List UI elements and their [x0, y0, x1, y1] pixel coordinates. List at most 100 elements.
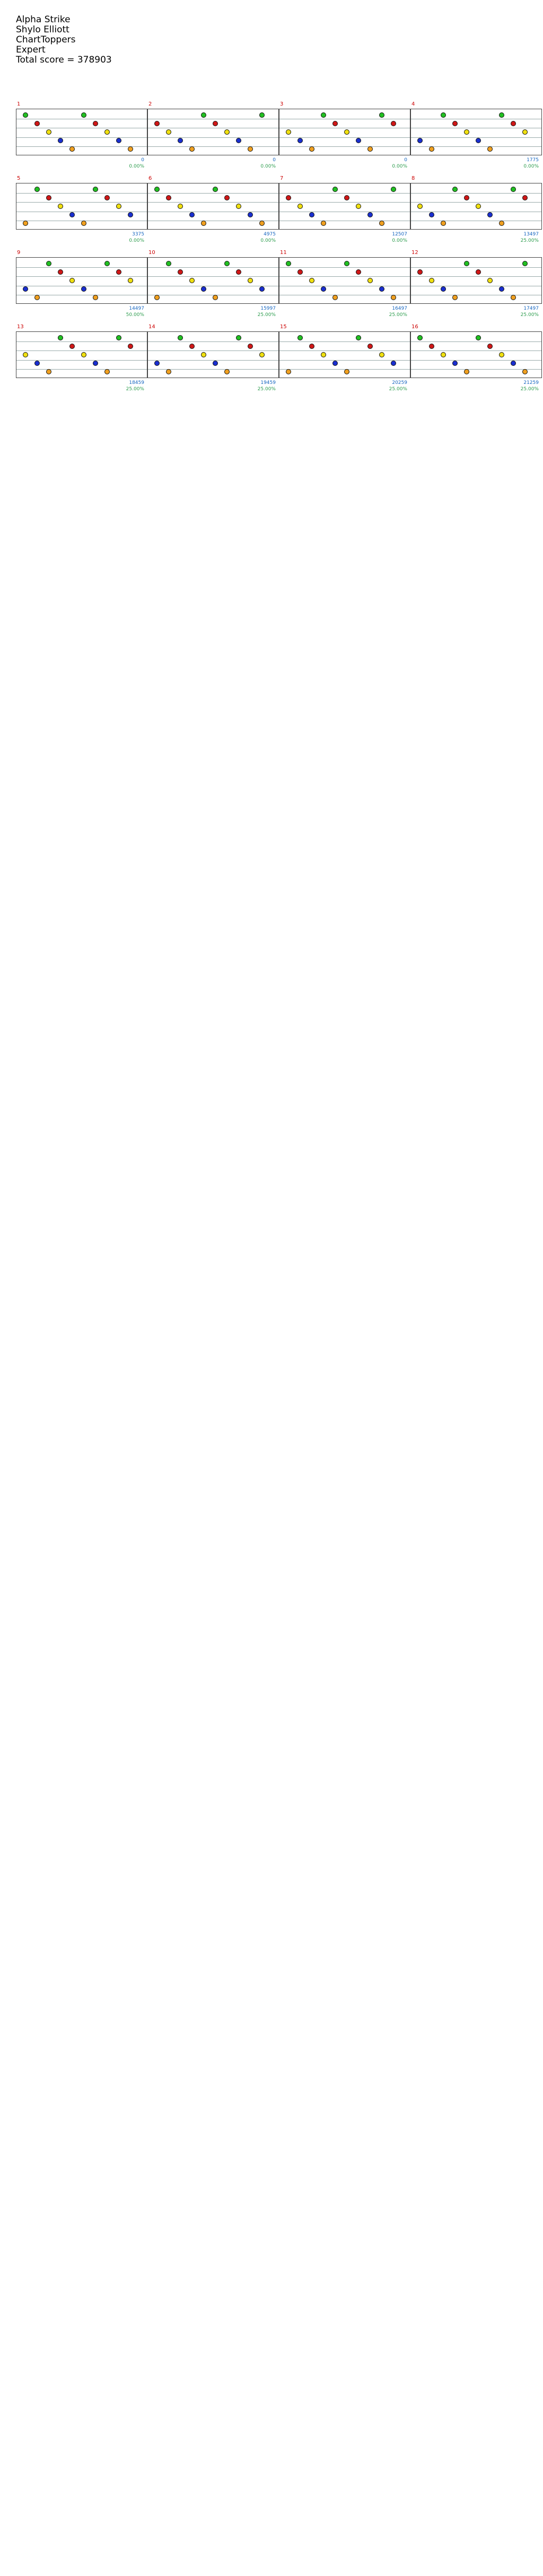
note — [344, 261, 349, 266]
note — [248, 212, 253, 217]
measure-percent: 25.00% — [257, 312, 276, 318]
measure-percent: 25.00% — [389, 387, 407, 392]
note — [476, 204, 481, 209]
measure — [279, 109, 410, 155]
note — [297, 138, 303, 143]
measure-percent: 25.00% — [520, 387, 539, 392]
note — [452, 187, 458, 192]
note — [259, 221, 265, 226]
note — [46, 195, 51, 200]
note — [166, 129, 171, 135]
note — [286, 129, 291, 135]
note — [81, 286, 86, 292]
note — [487, 344, 493, 349]
note — [23, 352, 28, 357]
note — [452, 295, 458, 300]
note — [499, 286, 504, 292]
measure-percent: 25.00% — [389, 312, 407, 318]
note — [511, 121, 516, 126]
note — [511, 295, 516, 300]
note — [332, 295, 338, 300]
note — [224, 195, 230, 200]
note — [104, 129, 110, 135]
note — [321, 286, 326, 292]
staff-line — [16, 146, 147, 147]
note — [476, 269, 481, 275]
note — [367, 278, 373, 283]
measure-score: 21259 — [523, 380, 539, 385]
note — [116, 138, 121, 143]
note — [166, 261, 171, 266]
note — [321, 221, 326, 226]
measure-percent: 0.00% — [260, 164, 276, 169]
note — [417, 204, 423, 209]
note — [104, 195, 110, 200]
note — [81, 112, 86, 118]
note — [58, 138, 63, 143]
note — [356, 204, 361, 209]
note — [487, 212, 493, 217]
note — [391, 361, 396, 366]
measure-percent: 0.00% — [392, 238, 407, 243]
note — [201, 286, 206, 292]
measure-percent: 25.00% — [126, 387, 144, 392]
note — [224, 129, 230, 135]
measure — [16, 183, 147, 230]
staff-line — [148, 146, 278, 147]
note — [344, 369, 349, 374]
measure-percent: 0.00% — [260, 238, 276, 243]
note — [417, 269, 423, 275]
measure — [16, 331, 147, 378]
measure-number: 9 — [17, 250, 21, 256]
note — [128, 146, 133, 152]
note — [499, 352, 504, 357]
measure — [147, 257, 279, 304]
note — [69, 278, 75, 283]
note — [391, 295, 396, 300]
note — [367, 344, 373, 349]
measure-score: 16497 — [392, 306, 407, 311]
measure-number: 12 — [411, 250, 418, 256]
total-score: Total score = 378903 — [16, 55, 112, 65]
staff-line — [411, 202, 541, 203]
staff-line — [411, 146, 541, 147]
note — [58, 269, 63, 275]
note — [93, 361, 98, 366]
note — [34, 121, 40, 126]
note — [128, 344, 133, 349]
note — [189, 278, 195, 283]
staff-line — [16, 267, 147, 268]
staff-line — [279, 192, 410, 194]
measure-number: 4 — [411, 101, 415, 107]
note — [379, 286, 384, 292]
measure — [16, 109, 147, 155]
note — [69, 146, 75, 152]
note — [429, 146, 434, 152]
note — [476, 138, 481, 143]
note — [248, 278, 253, 283]
measure — [410, 257, 542, 304]
note — [297, 204, 303, 209]
note — [58, 335, 63, 340]
note — [166, 369, 171, 374]
note — [487, 278, 493, 283]
measure — [410, 109, 542, 155]
note — [23, 221, 28, 226]
note — [429, 278, 434, 283]
measure-percent: 50.00% — [126, 312, 144, 318]
measure-percent: 25.00% — [257, 387, 276, 392]
note — [522, 195, 528, 200]
note — [236, 335, 241, 340]
staff-line — [411, 137, 541, 138]
note — [499, 112, 504, 118]
note — [93, 187, 98, 192]
note — [297, 269, 303, 275]
note — [189, 146, 195, 152]
note — [464, 129, 469, 135]
note — [379, 352, 384, 357]
note — [522, 369, 528, 374]
staff-line — [148, 192, 278, 194]
note — [464, 195, 469, 200]
note — [259, 352, 265, 357]
